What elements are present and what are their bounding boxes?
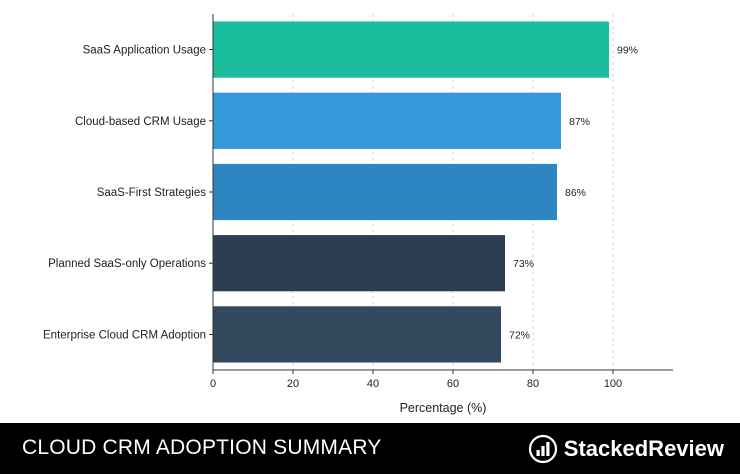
bar-value-label: 72%: [509, 329, 530, 341]
bar: [213, 235, 505, 292]
axes: 0 20 40 60 80 100 SaaS Application Usage Cloud-…: [43, 14, 673, 390]
bar-value-label: 99%: [617, 45, 638, 57]
y-tick-label: Planned SaaS-only Operations: [48, 258, 206, 270]
footer-banner: CLOUD CRM ADOPTION SUMMARY StackedReview: [0, 423, 740, 474]
x-axis-label: Percentage (%): [400, 401, 487, 415]
x-tick-label: 100: [604, 378, 622, 390]
x-tick-label: 40: [367, 378, 379, 390]
x-tick-label: 60: [447, 378, 459, 390]
brand-logo: StackedReview: [528, 433, 724, 465]
y-tick-label: SaaS-First Strategies: [97, 187, 207, 199]
bar: [213, 163, 557, 221]
x-tick-label: 80: [527, 378, 539, 390]
bar-value-label: 73%: [513, 258, 534, 270]
stackedreview-logo-icon: [528, 434, 557, 464]
brand-name: StackedReview: [563, 436, 724, 461]
bar: [213, 92, 561, 149]
bar-value-label: 86%: [565, 187, 586, 199]
footer-title: CLOUD CRM ADOPTION SUMMARY: [22, 436, 382, 459]
bar-chart: 99% 87% 86% 73% 72% 0 20 40 60 80 100 SaaS Applica…: [43, 14, 673, 415]
y-tick-label: Enterprise Cloud CRM Adoption: [43, 329, 206, 341]
y-tick-label: Cloud-based CRM Usage: [75, 116, 206, 128]
bar-value-label: 87%: [569, 116, 590, 128]
y-tick-label: SaaS Application Usage: [83, 45, 206, 57]
x-tick-label: 0: [210, 378, 216, 390]
x-tick-label: 20: [287, 378, 299, 390]
bar: [213, 21, 609, 78]
bar: [213, 306, 501, 363]
bars: 99% 87% 86% 73% 72%: [213, 21, 638, 363]
